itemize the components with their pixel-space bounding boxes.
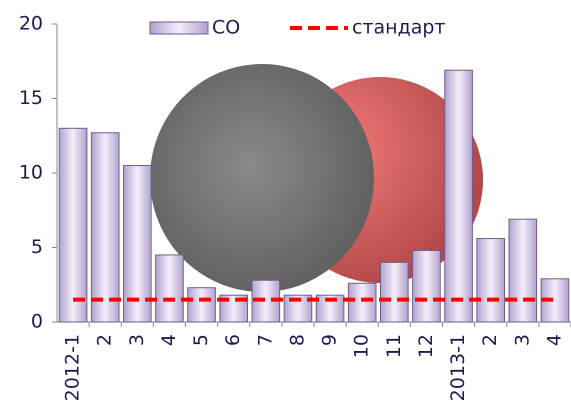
x-tick-label: 2013-1 — [447, 334, 469, 401]
x-tick-label: 11 — [383, 334, 405, 358]
x-tick-label: 2 — [479, 334, 501, 346]
y-tick-label: 20 — [19, 13, 43, 35]
bar — [412, 249, 441, 323]
x-tick-label: 8 — [286, 334, 308, 346]
x-tick-label: 3 — [126, 334, 148, 346]
legend-label: стандарт — [352, 17, 446, 39]
x-tick-label: 4 — [543, 334, 565, 346]
x-tick-label: 12 — [415, 334, 437, 358]
bar — [347, 282, 377, 323]
x-tick-label: 9 — [319, 334, 341, 346]
x-tick-label: 2012-1 — [62, 334, 84, 401]
x-tick-label: 7 — [254, 334, 276, 346]
molecule-illustration — [150, 64, 483, 292]
bar — [187, 287, 216, 323]
legend-swatch — [149, 21, 209, 35]
x-tick-label: 3 — [511, 334, 533, 346]
bar — [90, 132, 120, 323]
x-tick-label: 6 — [222, 334, 244, 346]
y-tick-label: 10 — [19, 162, 43, 184]
x-tick-label: 2 — [94, 334, 116, 346]
legend-label: CO — [212, 17, 240, 39]
bar — [444, 69, 473, 323]
bar — [379, 261, 409, 323]
bar — [122, 165, 152, 323]
x-tick-label: 4 — [158, 334, 180, 346]
y-tick-label: 0 — [31, 311, 43, 333]
y-tick-label: 5 — [31, 236, 43, 258]
bar — [155, 254, 184, 323]
bar — [508, 218, 538, 323]
bar — [476, 238, 506, 323]
bar — [58, 127, 88, 323]
x-tick-label: 10 — [351, 334, 373, 358]
y-tick-label: 15 — [19, 87, 43, 109]
x-tick-label: 5 — [190, 334, 212, 346]
